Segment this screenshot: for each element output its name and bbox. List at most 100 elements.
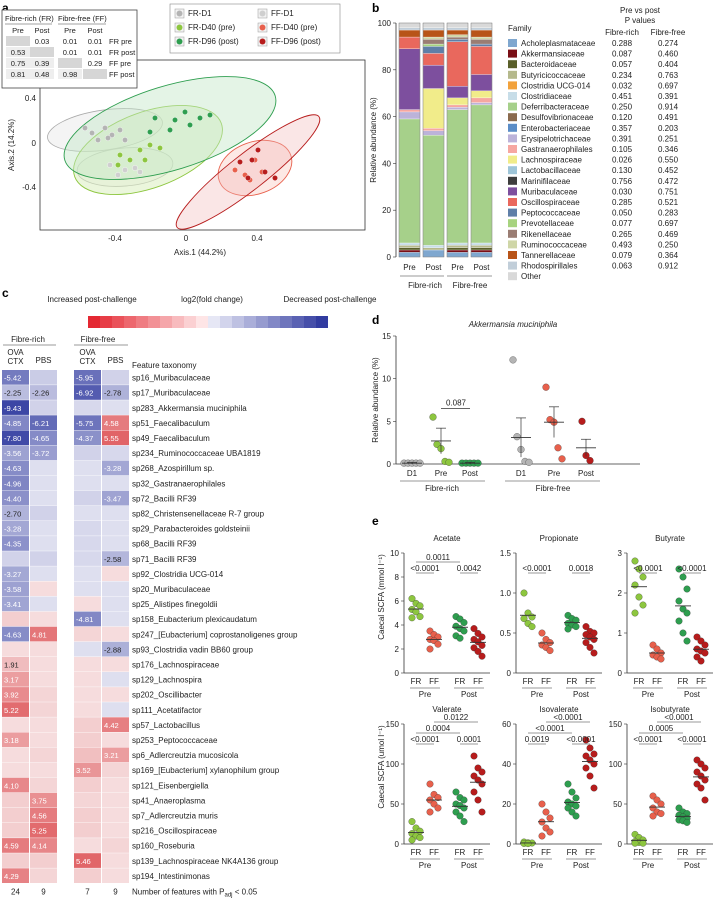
bar-segment-other bbox=[422, 22, 445, 28]
family-pval-fr: 0.032 bbox=[612, 81, 633, 90]
heatmap-cell bbox=[102, 717, 129, 732]
e-group-label: Pre bbox=[642, 690, 655, 699]
heatmap-cell bbox=[30, 687, 57, 702]
e-point bbox=[478, 780, 486, 788]
colorbar-step bbox=[268, 316, 280, 328]
legend-marker bbox=[176, 10, 183, 17]
heatmap-value: -5.75 bbox=[76, 419, 93, 428]
matrix-value: 0.03 bbox=[35, 37, 50, 46]
family-name: Lactobacillaceae bbox=[521, 166, 581, 175]
family-name: Rikenellaceae bbox=[521, 230, 572, 239]
e-point bbox=[478, 652, 486, 660]
e-group-label: Pre bbox=[642, 861, 655, 870]
bar-segment-acholeplasmataceae bbox=[422, 249, 445, 258]
panel-d-label: d bbox=[372, 313, 379, 327]
c-col-head: OVA bbox=[79, 348, 96, 357]
e-xcat: FR bbox=[411, 848, 422, 857]
e-point bbox=[568, 788, 576, 796]
heatmap-cell bbox=[2, 838, 29, 853]
b-xcats: Pre Post Pre Post bbox=[400, 263, 492, 277]
heatmap-cell bbox=[74, 853, 101, 868]
e-point bbox=[701, 796, 709, 804]
e-point bbox=[675, 617, 683, 625]
panel-e-label: e bbox=[372, 514, 379, 528]
e-point bbox=[649, 792, 657, 800]
pcoa-point-fr-d40 bbox=[117, 152, 123, 158]
matrix-group-ff: Fibre-free (FF) bbox=[58, 14, 107, 23]
e-xcat: FF bbox=[473, 677, 483, 686]
heatmap-value: 3.18 bbox=[4, 736, 19, 745]
family-name: Rhodospirillales bbox=[521, 262, 577, 271]
e-point bbox=[639, 601, 647, 609]
heatmap-cell bbox=[2, 490, 29, 506]
legend-ff-label: FF-D1 bbox=[271, 9, 294, 18]
a-xtick-2: 0 bbox=[184, 234, 189, 243]
d-title: Akkermansia muciniphila bbox=[468, 320, 558, 329]
e-pval: 0.0004 bbox=[426, 724, 451, 733]
heatmap-cell bbox=[2, 400, 29, 415]
d-xcat: Post bbox=[578, 469, 595, 478]
e-pval: <0.0001 bbox=[522, 564, 552, 573]
bar-segment-butyricicoccaceae bbox=[446, 245, 469, 248]
e-point bbox=[683, 818, 691, 826]
b-group-fr: Fibre-rich bbox=[408, 281, 442, 290]
heatmap-cell bbox=[102, 445, 129, 461]
matrix-value: 0.81 bbox=[11, 70, 26, 79]
bar-segment-lachnospiraceae bbox=[470, 90, 493, 99]
e-point bbox=[635, 565, 643, 573]
e-point bbox=[426, 808, 434, 816]
pcoa-point-ff-d96 bbox=[245, 175, 251, 181]
e-point bbox=[590, 750, 598, 758]
bar-segment-erysipelotrichaceae bbox=[446, 107, 469, 110]
d-point bbox=[554, 444, 562, 452]
b-xcat: Pre bbox=[451, 263, 464, 272]
e-point bbox=[452, 788, 460, 796]
family-name: Tannerellaceae bbox=[521, 251, 576, 260]
bar-segment-lachnospiraceae bbox=[422, 88, 445, 129]
e-point bbox=[528, 623, 536, 631]
pcoa-point-ff-d96 bbox=[237, 159, 243, 165]
heatmap-cell bbox=[102, 868, 129, 883]
e-ytick-label: 1.0 bbox=[500, 589, 512, 598]
heatmap-cell bbox=[74, 626, 101, 642]
panel-b-label: b bbox=[372, 1, 379, 15]
e-xcat: FF bbox=[585, 848, 595, 857]
family-name: Enterobacteriaceae bbox=[521, 124, 591, 133]
e-pval: 0.0019 bbox=[525, 735, 550, 744]
pcoa-point-ff-d40 bbox=[232, 167, 238, 173]
e-pval: <0.0001 bbox=[633, 564, 663, 573]
d-point bbox=[445, 458, 453, 466]
bar-segment-acholeplasmataceae bbox=[470, 252, 493, 258]
e-xcat: FF bbox=[652, 848, 662, 857]
colorbar-step bbox=[100, 316, 112, 328]
heatmap-cell bbox=[30, 838, 57, 853]
pcoa-points bbox=[82, 109, 278, 183]
e-point bbox=[546, 647, 554, 655]
heatmap-cell bbox=[102, 732, 129, 748]
c-col-head: PBS bbox=[107, 356, 123, 365]
heatmap-cell bbox=[2, 868, 29, 883]
e-ytick-label: 2 bbox=[395, 645, 400, 654]
heatmap-value: 5.25 bbox=[32, 827, 47, 836]
b-ylabel: Relative abundance (%) bbox=[369, 97, 378, 183]
pcoa-legend: FR-D1 FR-D40 (pre) FR-D96 (post) FF-D1 FF-D4… bbox=[169, 3, 341, 54]
family-name: Gastranaerophilales bbox=[521, 145, 593, 154]
e-point bbox=[456, 812, 464, 820]
heatmap-cell bbox=[2, 687, 29, 702]
heatmap-value: -5.95 bbox=[76, 374, 93, 383]
d-ytick-label: 5 bbox=[387, 417, 392, 426]
heatmap-cell bbox=[74, 807, 101, 823]
e-point bbox=[524, 840, 532, 848]
c-count: 24 bbox=[11, 887, 20, 896]
e-pval: 0.0042 bbox=[457, 564, 482, 573]
family-name: Other bbox=[521, 272, 541, 281]
family-swatch bbox=[508, 240, 517, 249]
e-point bbox=[582, 736, 590, 744]
family-pval-fr: 0.250 bbox=[612, 103, 633, 112]
heatmap-cell bbox=[2, 475, 29, 491]
e-point bbox=[460, 804, 468, 812]
e-point bbox=[416, 834, 424, 842]
colorbar-step bbox=[220, 316, 232, 328]
pcoa-point-ff-d1 bbox=[137, 169, 143, 175]
